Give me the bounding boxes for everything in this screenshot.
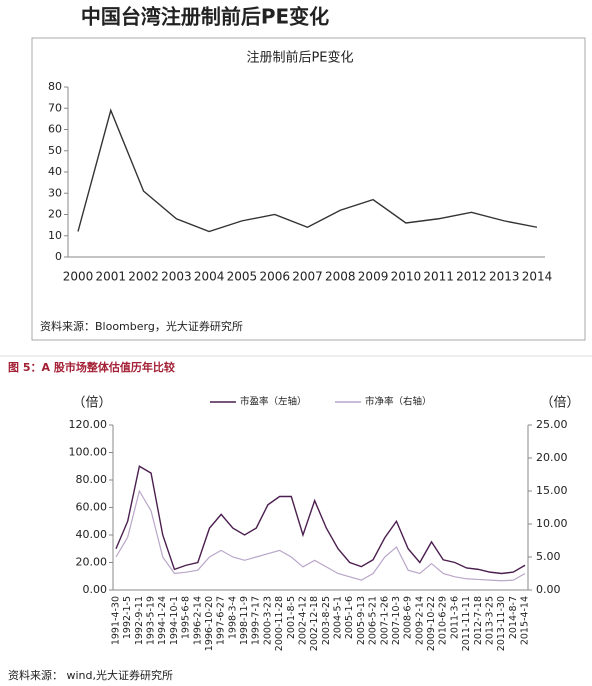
x-tick-label: 2013	[489, 270, 520, 284]
x-tick-label: 1994-1-24	[157, 596, 168, 645]
chart-frame	[31, 37, 586, 341]
x-tick-label: 2008-6-9	[403, 596, 414, 639]
y-tick-label: 80	[48, 80, 62, 93]
x-tick-label: 2004	[194, 270, 225, 284]
x-tick-label: 2006	[259, 270, 290, 284]
y-tick-label: 40	[48, 165, 62, 178]
y-axis-label: （倍）	[72, 396, 111, 411]
y2-tick-label: 15.00	[536, 484, 568, 497]
y-tick-label: 80.00	[76, 473, 108, 486]
x-tick-label: 2014	[522, 270, 553, 284]
x-tick-label: 1992-9-11	[134, 596, 145, 645]
x-tick-label: 2012-7-18	[473, 596, 484, 645]
y-tick-label: 0	[55, 250, 62, 263]
x-tick-label: 1991-4-30	[111, 596, 122, 645]
x-tick-label: 2008	[325, 270, 356, 284]
chart-title: 注册制前后PE变化	[246, 50, 353, 66]
x-tick-label: 2014-8-7	[508, 596, 519, 639]
x-tick-label: 2012	[456, 270, 487, 284]
x-tick-label: 2011-11-11	[461, 596, 472, 651]
x-tick-label: 2007-10-3	[391, 596, 402, 645]
y2-axis-label: （倍）	[540, 396, 579, 411]
y-tick-label: 10	[48, 229, 62, 242]
x-tick-label: 2010-6-29	[438, 596, 449, 645]
x-tick-label: 1995-6-8	[181, 596, 192, 639]
x-tick-label: 2001-8-5	[286, 596, 297, 639]
x-tick-label: 2009	[358, 270, 389, 284]
y-tick-label: 30	[48, 186, 62, 199]
x-tick-label: 2000-3-23	[262, 596, 273, 645]
x-tick-label: 2005-1-6	[344, 596, 355, 639]
y-tick-label: 100.00	[69, 446, 108, 459]
y-tick-label: 60	[48, 123, 62, 136]
y-tick-label: 70	[48, 101, 62, 114]
x-tick-label: 2006-5-21	[368, 596, 379, 645]
series-line	[77, 108, 538, 233]
y2-tick-label: 0.00	[536, 583, 561, 596]
x-tick-label: 2010	[391, 270, 422, 284]
x-tick-label: 1993-5-19	[146, 596, 157, 645]
y2-tick-label: 5.00	[536, 550, 561, 563]
x-tick-label: 1998-3-4	[227, 596, 238, 639]
x-tick-label: 1996-10-20	[204, 596, 215, 651]
x-tick-label: 1996-2-14	[192, 596, 203, 645]
x-tick-label: 2007-1-26	[379, 596, 390, 645]
y2-tick-label: 25.00	[536, 418, 568, 431]
legend-label: 市盈率（左轴）	[240, 396, 307, 408]
y-tick-label: 0.00	[83, 583, 108, 596]
series-line	[115, 489, 526, 582]
legend-label: 市净率（右轴）	[365, 396, 432, 408]
x-tick-label: 2009-2-14	[414, 596, 425, 645]
y-tick-label: 40.00	[76, 528, 108, 541]
y-tick-label: 20.00	[76, 556, 108, 569]
source-note: 资料来源： wind,光大证券研究所	[8, 668, 173, 682]
x-tick-label: 2003	[161, 270, 192, 284]
x-tick-label: 2015-4-14	[520, 596, 531, 645]
y-tick-label: 50	[48, 144, 62, 157]
x-tick-label: 2002-4-12	[297, 596, 308, 645]
x-tick-label: 2001	[96, 270, 127, 284]
x-tick-label: 1992-1-5	[122, 596, 133, 639]
y-tick-label: 120.00	[69, 418, 108, 431]
x-tick-label: 2003-8-25	[321, 596, 332, 645]
x-tick-label: 2002	[128, 270, 159, 284]
y2-tick-label: 20.00	[536, 451, 568, 464]
x-tick-label: 2009-10-22	[426, 596, 437, 651]
y-tick-label: 20	[48, 208, 62, 221]
page-title: 中国台湾注册制前后PE变化	[81, 5, 329, 29]
x-tick-label: 1999-7-17	[251, 596, 262, 645]
source-note: 资料来源：Bloomberg，光大证券研究所	[40, 319, 243, 333]
x-tick-label: 2013-11-30	[496, 596, 507, 651]
x-tick-label: 2000-11-28	[274, 596, 285, 651]
x-tick-label: 2011-3-6	[449, 596, 460, 639]
x-tick-label: 2011	[423, 270, 454, 284]
x-tick-label: 1997-6-27	[216, 596, 227, 645]
chart-title: 图 5：A 股市场整体估值历年比较	[8, 360, 175, 374]
x-tick-label: 2013-3-25	[484, 596, 495, 645]
x-tick-label: 2004-5-1	[333, 596, 344, 639]
y2-tick-label: 10.00	[536, 517, 568, 530]
x-tick-label: 2000	[63, 270, 94, 284]
x-tick-label: 1998-11-9	[239, 596, 250, 645]
series-line	[115, 465, 526, 575]
x-tick-label: 1994-10-1	[169, 596, 180, 645]
y-tick-label: 60.00	[76, 501, 108, 514]
x-tick-label: 2002-12-18	[309, 596, 320, 651]
x-tick-label: 2005	[227, 270, 258, 284]
x-tick-label: 2007	[292, 270, 323, 284]
x-tick-label: 2005-9-13	[356, 596, 367, 645]
